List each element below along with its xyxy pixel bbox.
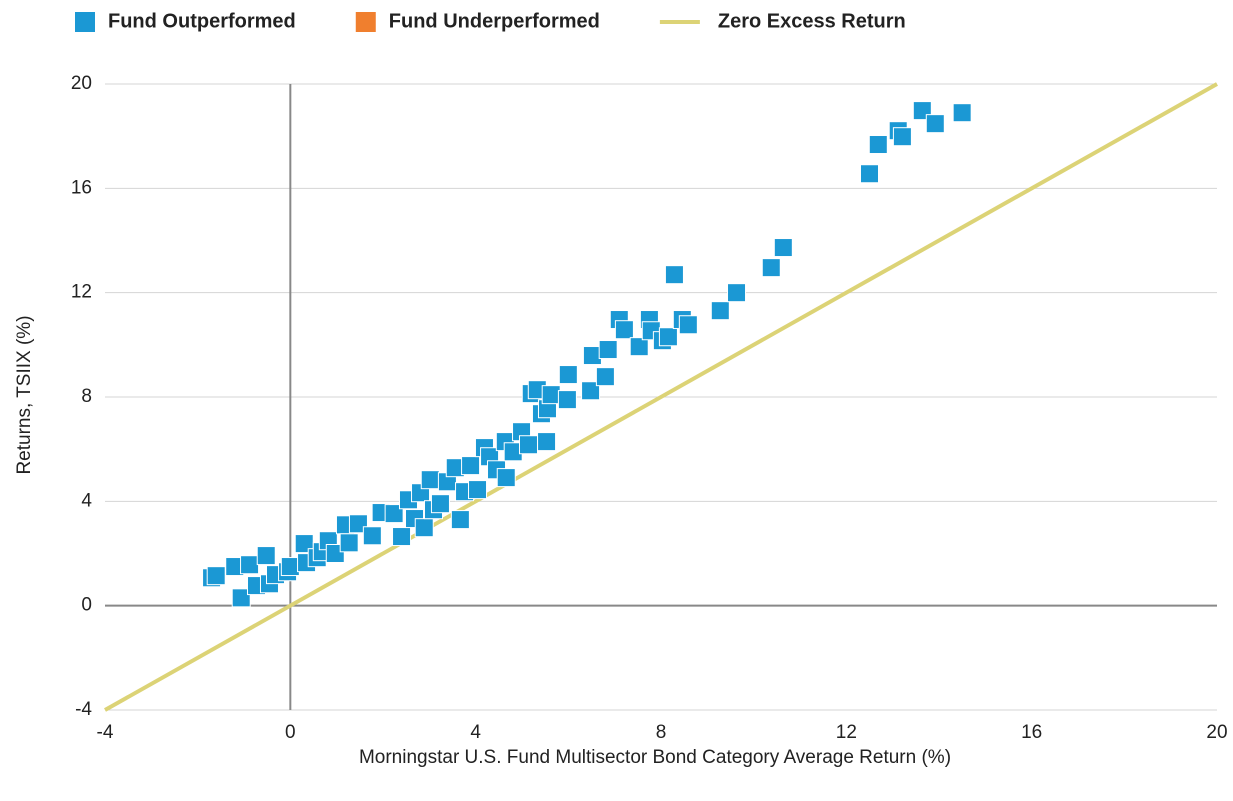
point (773, 238, 793, 258)
reference-line (104, 82, 1218, 712)
y-tick-label: 20 (71, 73, 92, 94)
y-tick-label: 12 (71, 282, 92, 303)
point (558, 365, 578, 385)
point (557, 390, 577, 410)
x-tick-label: 16 (1021, 722, 1042, 743)
point (414, 518, 434, 538)
point (629, 337, 649, 357)
y-tick-label: 4 (81, 490, 92, 511)
y-axis-title: Returns, TSIIX (%) (14, 315, 35, 474)
x-tick-label: -4 (97, 722, 114, 743)
point (868, 135, 888, 155)
point (392, 527, 412, 547)
point (614, 320, 634, 340)
x-tick-label: 0 (285, 722, 296, 743)
point (461, 456, 481, 476)
x-axis-title: Morningstar U.S. Fund Multisector Bond C… (359, 747, 951, 768)
x-tick-label: 20 (1206, 722, 1227, 743)
point (496, 468, 516, 488)
point (430, 494, 450, 514)
point (420, 470, 440, 490)
point (240, 555, 260, 575)
point (727, 283, 747, 303)
point (658, 327, 678, 347)
x-tick-label: 12 (836, 722, 857, 743)
point (231, 588, 251, 608)
point (581, 381, 601, 401)
point (468, 480, 488, 500)
point (678, 315, 698, 335)
point (450, 510, 470, 530)
point (362, 526, 382, 546)
point (892, 127, 912, 147)
point (206, 566, 226, 586)
legend-swatch (75, 12, 95, 32)
point (860, 164, 879, 184)
point (664, 265, 684, 285)
point (598, 340, 618, 360)
point (537, 432, 557, 452)
point (384, 504, 404, 524)
legend-label: Fund Underperformed (389, 10, 600, 32)
point (710, 301, 730, 321)
point (280, 557, 300, 577)
point (952, 103, 972, 123)
x-tick-label: 8 (656, 722, 667, 743)
y-tick-label: 8 (81, 386, 92, 407)
point (339, 533, 359, 553)
legend-label: Fund Outperformed (108, 10, 296, 32)
legend-swatch (355, 12, 376, 32)
point (595, 367, 615, 387)
point (541, 385, 561, 405)
y-tick-label: 16 (71, 177, 92, 198)
x-tick-label: 4 (470, 722, 481, 743)
legend-label: Zero Excess Return (718, 10, 906, 32)
point (518, 435, 538, 455)
point (761, 258, 781, 278)
y-tick-label: 0 (81, 595, 92, 616)
y-tick-label: -4 (75, 699, 92, 720)
point (925, 114, 945, 134)
point (256, 546, 276, 566)
